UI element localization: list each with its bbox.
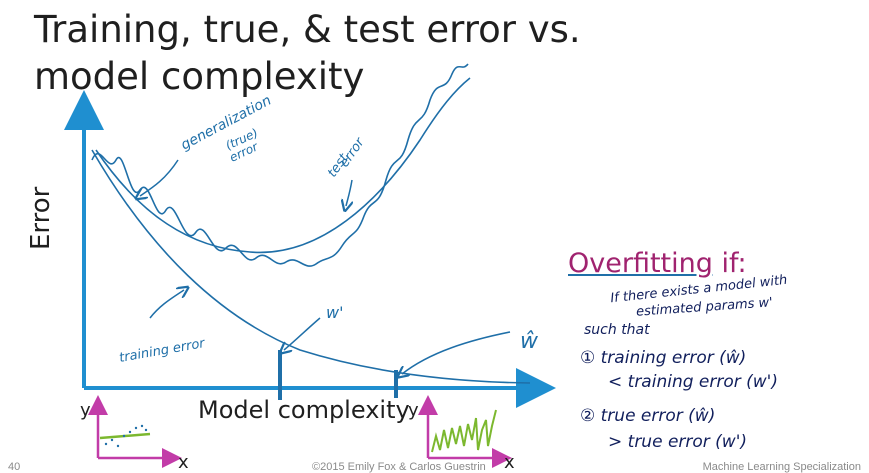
overfitting-word: Overfitting: [568, 248, 713, 279]
mini-right-x-label: x: [504, 452, 515, 473]
mini-right-fit-curve: [431, 409, 497, 453]
condition-1-line-2: < training error (w'): [608, 372, 778, 392]
overfitting-heading: Overfitting if:: [568, 248, 747, 279]
test-error-curve: [91, 63, 469, 267]
x-axis-label: Model complexity: [198, 396, 410, 424]
generalization-arrow: [140, 159, 179, 196]
w-prime-arrow: [284, 317, 321, 350]
mini-left-data-points: [104, 424, 148, 448]
mini-right-y-label: y: [408, 400, 419, 421]
page-number: 40: [8, 461, 21, 473]
true-error-curve: [95, 77, 471, 254]
data-point: [116, 444, 120, 448]
mini-left-y-label: y: [80, 400, 91, 421]
condition-2-line-2: > true error (w'): [608, 432, 748, 452]
w-prime-label: w': [326, 303, 343, 322]
data-point: [122, 434, 126, 438]
course-footer: Machine Learning Specialization: [702, 461, 861, 473]
slide-title: Training, true, & test error vs. model c…: [34, 6, 594, 100]
data-point: [134, 426, 138, 430]
data-point: [144, 428, 148, 432]
w-hat-label: ŵ: [520, 329, 539, 354]
mini-left-x-label: x: [178, 452, 189, 473]
test-error-arrow: [346, 179, 352, 206]
slide-title-line-1: Training, true, & test error vs.: [34, 8, 581, 51]
data-point: [140, 424, 144, 428]
copyright-footer: ©2015 Emily Fox & Carlos Guestrin: [312, 461, 486, 473]
overfitting-if: if:: [712, 248, 747, 279]
condition-1-line-1: ① training error (ŵ): [580, 348, 747, 368]
overfit-line-3: such that: [584, 322, 650, 338]
test-label-2: error: [337, 134, 369, 170]
mini-plot-overfit: [418, 395, 512, 468]
w-hat-arrow: [402, 331, 511, 374]
data-point: [128, 430, 132, 434]
y-axis-label: Error: [26, 186, 56, 250]
data-point: [104, 442, 108, 446]
training-error-arrow: [149, 290, 184, 319]
mini-plot-underfit: [88, 395, 182, 468]
condition-2-line-1: ② true error (ŵ): [580, 406, 716, 426]
data-point: [110, 438, 114, 442]
training-error-curve: [91, 149, 531, 384]
training-error-label: training error: [118, 336, 207, 366]
